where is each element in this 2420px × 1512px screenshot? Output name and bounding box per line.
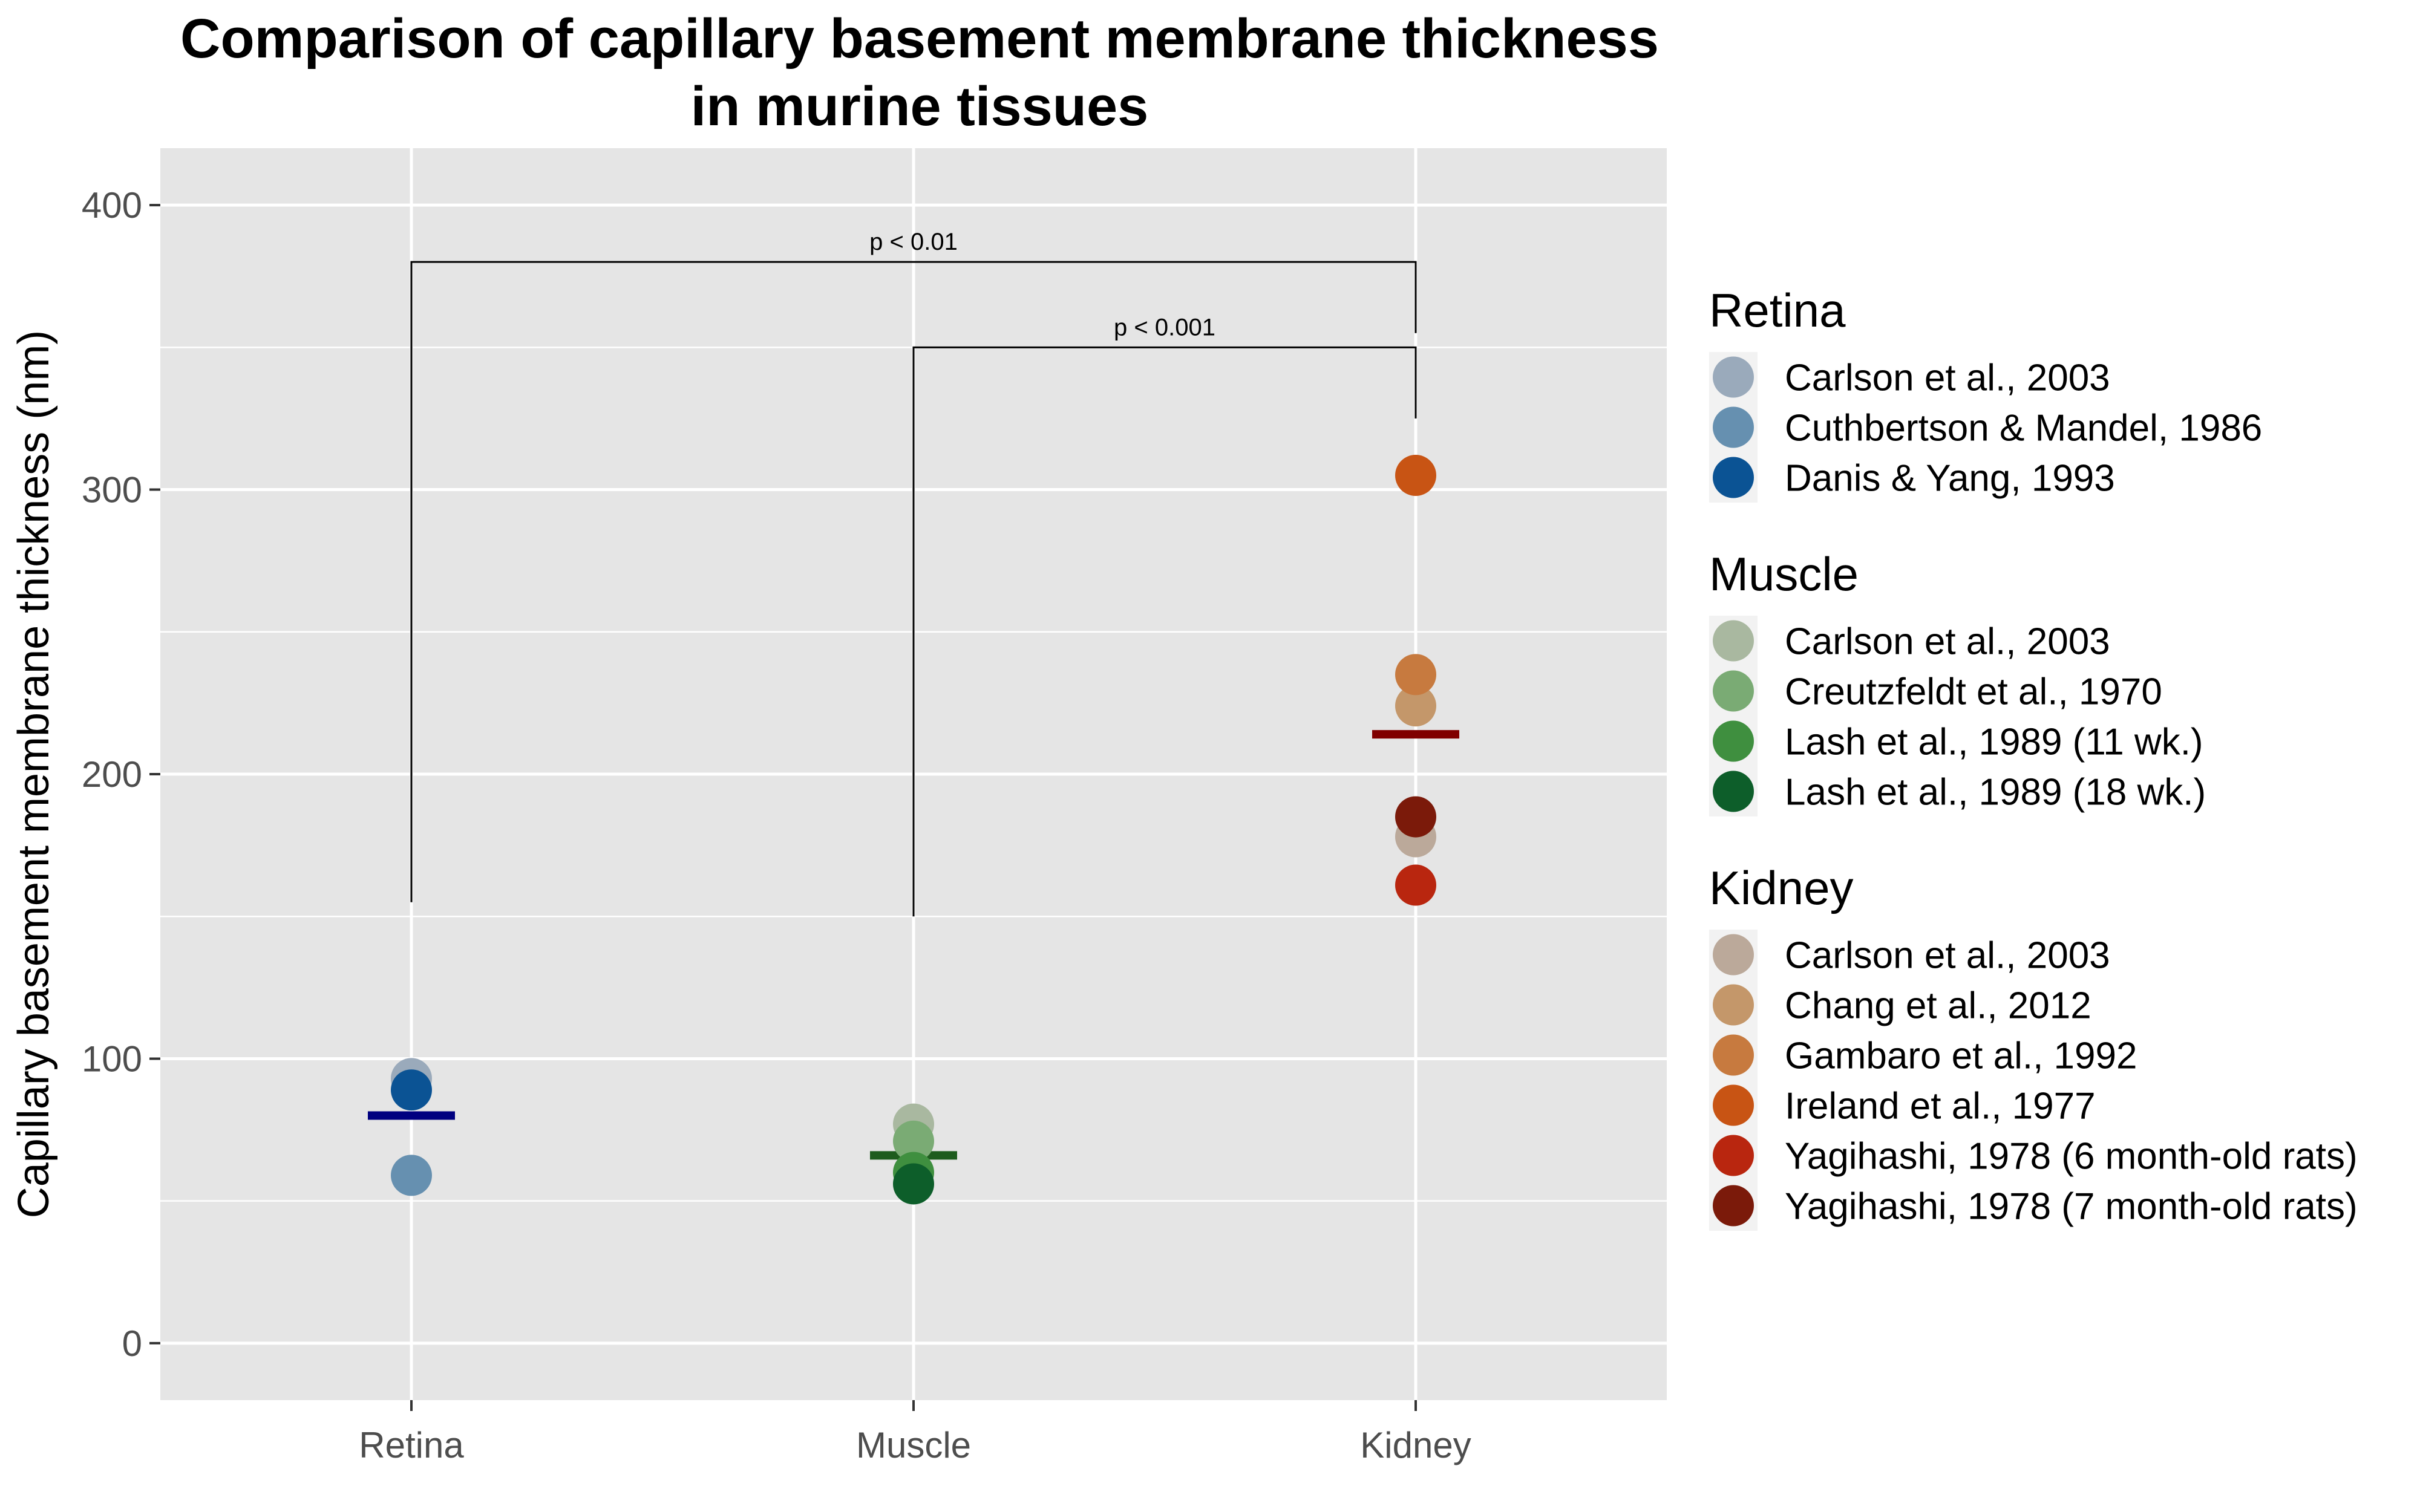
data-point [1395, 685, 1436, 727]
y-tick-label: 100 [82, 1038, 142, 1079]
legend-key [1713, 670, 1754, 712]
significance-bracket [410, 261, 1417, 902]
legend-label: Lash et al., 1989 (11 wk.) [1785, 722, 2203, 763]
legend-group-title: Retina [1709, 284, 1846, 337]
data-point [391, 1069, 432, 1111]
legend-label: Chang et al., 2012 [1785, 985, 2091, 1027]
data-point [1395, 796, 1436, 838]
legend-key [1713, 1084, 1754, 1126]
x-tick-label: Muscle [856, 1425, 971, 1465]
significance-annotations: p < 0.01 p < 0.001 [410, 229, 1417, 917]
legend-group-title: Kidney [1709, 861, 1854, 914]
significance-label: p < 0.01 [869, 229, 958, 255]
data-point [1395, 654, 1436, 696]
legend-group-title: Muscle [1709, 547, 1859, 601]
legend-label: Carlson et al., 2003 [1785, 621, 2110, 663]
data-point [893, 1120, 934, 1162]
legend-label: Cuthbertson & Mandel, 1986 [1785, 408, 2262, 449]
legend-key [1713, 1034, 1754, 1076]
x-tick-label: Retina [359, 1425, 464, 1465]
legend-key [1713, 771, 1754, 812]
significance-label: p < 0.001 [1114, 314, 1215, 341]
data-points [391, 455, 1436, 1205]
chart-title-line: in murine tissues [691, 76, 1149, 137]
data-point [391, 1155, 432, 1196]
legend-key [1713, 1135, 1754, 1176]
x-axis-ticks: Retina Muscle Kidney [359, 1400, 1471, 1465]
legend-label: Ireland et al., 1977 [1785, 1086, 2096, 1127]
legend-label: Yagihashi, 1978 (6 month-old rats) [1785, 1136, 2358, 1178]
legend-key [1713, 457, 1754, 498]
legend-label: Carlson et al., 2003 [1785, 357, 2110, 399]
legend-key [1713, 406, 1754, 448]
chart-title-line: Comparison of capillary basement membran… [180, 8, 1659, 70]
y-tick-label: 0 [122, 1323, 142, 1364]
legend-key-background [1709, 930, 1758, 1231]
y-tick-label: 200 [82, 754, 142, 795]
legend-label: Creutzfeldt et al., 1970 [1785, 671, 2162, 713]
legend-key [1713, 984, 1754, 1026]
legend-key [1713, 620, 1754, 662]
y-axis-ticks: 0 100 200 300 400 [82, 185, 160, 1364]
significance-bracket [912, 346, 1417, 917]
legend-label: Danis & Yang, 1993 [1785, 458, 2115, 500]
legend-label: Yagihashi, 1978 (7 month-old rats) [1785, 1186, 2358, 1228]
legend-label: Lash et al., 1989 (18 wk.) [1785, 772, 2206, 813]
legend-key [1713, 934, 1754, 976]
legend-label: Carlson et al., 2003 [1785, 935, 2110, 977]
legend-key [1713, 1185, 1754, 1227]
legend-key [1713, 356, 1754, 398]
y-tick-label: 400 [82, 185, 142, 226]
data-point [1395, 455, 1436, 497]
data-point [893, 1163, 934, 1205]
legend-label: Gambaro et al., 1992 [1785, 1035, 2137, 1077]
y-axis-title: Capillary basement membrane thickness (n… [10, 330, 58, 1219]
data-point [1395, 864, 1436, 906]
legend-key [1713, 720, 1754, 762]
y-tick-label: 300 [82, 470, 142, 510]
chart-title: Comparison of capillary basement membran… [180, 8, 1659, 137]
legend: Retina Carlson et al., 2003 Cuthbertson & … [1709, 284, 2358, 1231]
x-tick-label: Kidney [1360, 1425, 1471, 1465]
